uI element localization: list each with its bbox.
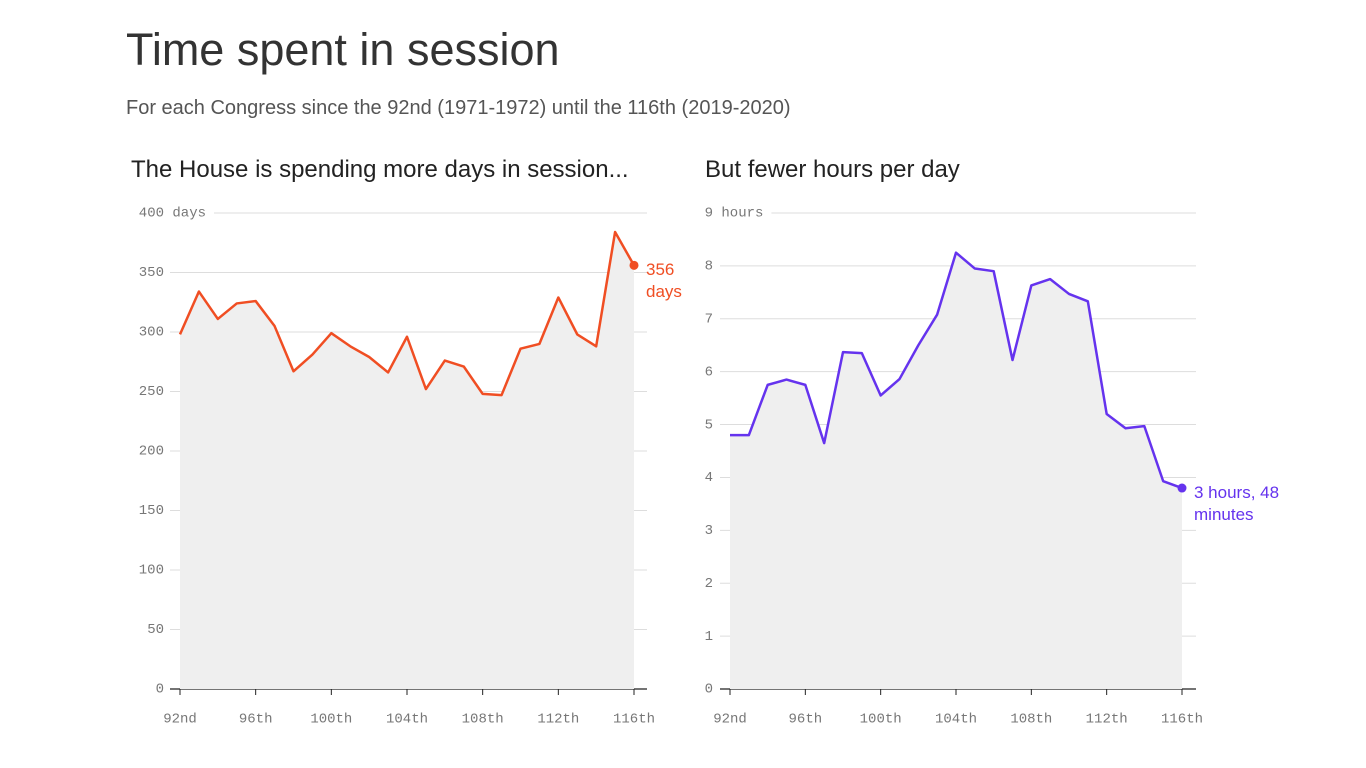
x-tick-label: 108th bbox=[462, 712, 504, 728]
value-label: 3 hours, 48 minutes bbox=[1194, 483, 1280, 525]
y-tick-label: 0 bbox=[705, 682, 713, 698]
x-tick-label: 116th bbox=[613, 712, 655, 728]
x-tick-label: 92nd bbox=[163, 712, 197, 728]
x-tick-label: 116th bbox=[1161, 712, 1203, 728]
y-tick-label: 7 bbox=[705, 311, 713, 327]
y-tick-label: 350 bbox=[139, 265, 164, 281]
y-tick-label: 4 bbox=[705, 470, 713, 486]
x-tick-label: 100th bbox=[860, 712, 902, 728]
y-tick-label: 3 bbox=[705, 523, 713, 539]
end-marker bbox=[629, 260, 639, 270]
line bbox=[178, 230, 636, 397]
y-tick-label: 100 bbox=[139, 563, 164, 579]
area bbox=[180, 232, 634, 690]
y-tick-label: 200 bbox=[139, 444, 164, 460]
y-tick-label: 9 hours bbox=[705, 206, 764, 222]
x-tick-label: 96th bbox=[789, 712, 823, 728]
y-tick-label: 5 bbox=[705, 417, 713, 433]
x-tick-label: 108th bbox=[1010, 712, 1052, 728]
x-tick-label: 96th bbox=[239, 712, 273, 728]
x-tick-label: 112th bbox=[1086, 712, 1128, 728]
y-tick-label: 150 bbox=[139, 503, 164, 519]
y-tick-label: 0 bbox=[156, 682, 164, 698]
y-tick-label: 300 bbox=[139, 325, 164, 341]
x-tick-label: 104th bbox=[935, 712, 977, 728]
page-subtitle: For each Congress since the 92nd (1971-1… bbox=[126, 97, 791, 119]
y-tick-label: 8 bbox=[705, 259, 713, 275]
chart-title: The House is spending more days in sessi… bbox=[131, 156, 629, 183]
value-label: 356 days bbox=[646, 260, 682, 302]
end-marker bbox=[1177, 483, 1187, 493]
area bbox=[730, 252, 1182, 690]
y-tick-label: 50 bbox=[147, 622, 164, 638]
x-tick-label: 112th bbox=[537, 712, 579, 728]
y-tick-label: 250 bbox=[139, 384, 164, 400]
x-tick-label: 100th bbox=[310, 712, 352, 728]
chart-title: But fewer hours per day bbox=[705, 156, 960, 183]
y-tick-label: 400 days bbox=[139, 206, 206, 222]
y-tick-label: 6 bbox=[705, 364, 713, 380]
x-tick-label: 104th bbox=[386, 712, 428, 728]
y-tick-label: 1 bbox=[705, 629, 713, 645]
line bbox=[730, 251, 1183, 490]
x-tick-label: 92nd bbox=[713, 712, 747, 728]
y-tick-label: 2 bbox=[705, 576, 713, 592]
page-title: Time spent in session bbox=[126, 24, 560, 75]
